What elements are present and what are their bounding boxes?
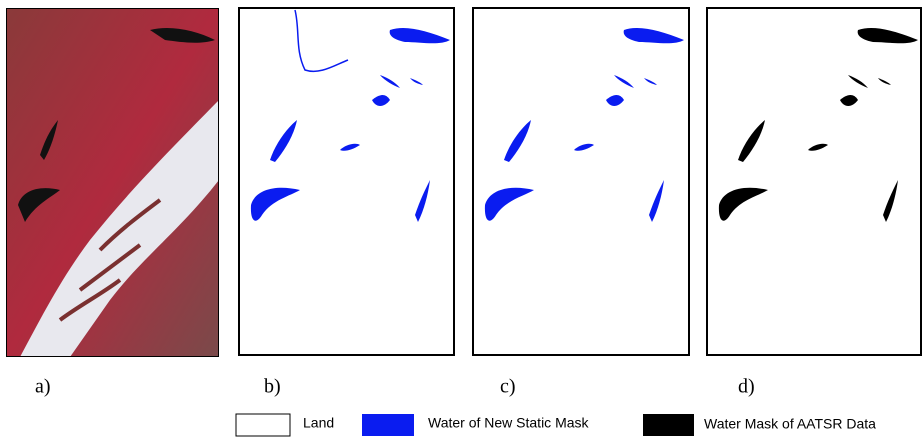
- panel-label: d): [738, 376, 755, 398]
- figure: a) b) c) d) Land Water of New Static Mas…: [0, 0, 923, 437]
- panel-c: [473, 8, 689, 355]
- legend-swatch: [643, 414, 694, 436]
- panel-d: [707, 8, 921, 355]
- panel-label: b): [264, 376, 281, 398]
- legend-swatch: [236, 414, 290, 436]
- legend-label: Water Mask of AATSR Data: [704, 416, 876, 432]
- legend-swatch: [362, 414, 414, 436]
- satellite-image: [6, 8, 219, 357]
- legend-label: Land: [303, 415, 334, 431]
- legend-label: Water of New Static Mask: [428, 415, 590, 431]
- panel-label: a): [35, 376, 51, 398]
- panel-label: c): [500, 376, 516, 398]
